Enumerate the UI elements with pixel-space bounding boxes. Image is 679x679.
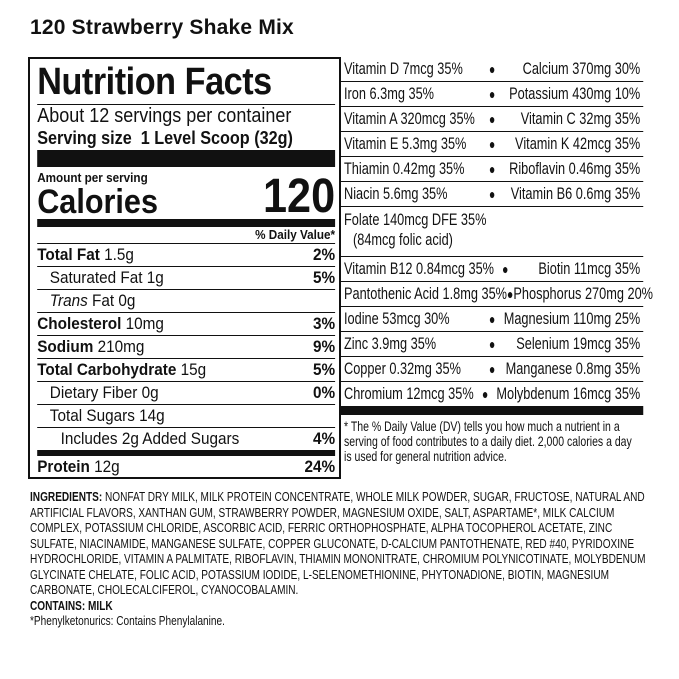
- bullet-icon: ●: [502, 261, 509, 277]
- nutrient-row: Cholesterol 10mg 3%: [37, 312, 336, 333]
- bullet-icon: ●: [488, 61, 496, 77]
- bullet-icon: ●: [488, 111, 496, 127]
- servings-per-container: About 12 servings per container: [37, 105, 292, 127]
- nutrient-row: Dietary Fiber 0g 0%: [37, 381, 335, 404]
- nutrient-row: Total Sugars 14g: [37, 404, 336, 427]
- amount-per-serving: Amount per serving: [37, 170, 148, 185]
- vitamin-row: Niacin 5.6mg 35% ● Vitamin B6 0.6mg 35%: [341, 182, 644, 207]
- divider-medium: [37, 219, 336, 227]
- vitamin-row: Zinc 3.9mg 35% ● Selenium 19mcg 35%: [341, 332, 644, 357]
- bullet-icon: ●: [488, 186, 496, 202]
- bullet-icon: ●: [488, 361, 496, 377]
- nutrient-row: Total Fat 1.5g 2%: [37, 243, 336, 264]
- vitamin-row: Chromium 12mcg 35% ● Molybdenum 16mcg 35%: [341, 382, 644, 407]
- bullet-icon: ●: [488, 336, 496, 352]
- allergen-statement: CONTAINS: MILK: [30, 598, 113, 613]
- nutrient-row: Sodium 210mg 9%: [37, 335, 336, 356]
- vitamin-row: Thiamin 0.42mg 35% ● Riboflavin 0.46mg 35%: [341, 157, 644, 182]
- vitamins-minerals-panel: Vitamin D 7mcg 35% ● Calcium 370mg 30% Iron…: [341, 57, 653, 467]
- vitamin-row: Iodine 53mcg 30% ● Magnesium 110mg 25%: [341, 307, 644, 332]
- bullet-icon: ●: [488, 311, 496, 327]
- calories-value: 120: [263, 170, 336, 223]
- vitamin-row: Iron 6.3mg 35% ● Potassium 430mg 10%: [341, 82, 644, 107]
- vitamin-row: Copper 0.32mg 35% ● Manganese 0.8mg 35%: [341, 357, 644, 382]
- divider-thick: [341, 407, 644, 415]
- vitamin-row: Vitamin E 5.3mg 35% ● Vitamin K 42mcg 35%: [341, 132, 644, 157]
- divider-thick: [37, 150, 336, 167]
- calories-row: Calories 120: [37, 170, 336, 223]
- serving-size: Serving size 1 Level Scoop (32g): [37, 128, 293, 148]
- nutrient-row: Includes 2g Added Sugars 4%: [37, 427, 335, 450]
- nutrient-row: Total Carbohydrate 15g 5%: [37, 358, 336, 379]
- daily-value-footnote: * The % Daily Value (DV) tells you how m…: [344, 418, 632, 464]
- nutrient-row: Trans Fat 0g: [37, 289, 336, 312]
- bullet-icon: ●: [507, 286, 514, 302]
- nutrition-facts-panel: Nutrition Facts About 12 servings per co…: [28, 57, 341, 479]
- vitamin-row-folate: Folate 140mcg DFE 35% (84mcg folic acid): [341, 207, 644, 257]
- nutrient-row-protein: Protein 12g 24%: [37, 450, 335, 476]
- ingredients-text: INGREDIENTS: NONFAT DRY MILK, MILK PROTE…: [30, 490, 646, 597]
- phenylketonurics-note: *Phenylketonurics: Contains Phenylalanin…: [30, 614, 225, 628]
- vitamin-row: Vitamin A 320mcg 35% ● Vitamin C 32mg 35%: [341, 107, 644, 132]
- daily-value-header: % Daily Value*: [255, 227, 336, 242]
- bullet-icon: ●: [481, 386, 489, 402]
- bullet-icon: ●: [488, 86, 496, 102]
- nutrient-row: Saturated Fat 1g 5%: [37, 266, 335, 289]
- vitamin-row: Vitamin B12 0.84mcg 35% ● Biotin 11mcg 35%: [341, 257, 644, 282]
- nutrition-facts-heading: Nutrition Facts: [37, 61, 272, 103]
- ingredients-block: INGREDIENTS: NONFAT DRY MILK, MILK PROTE…: [30, 490, 654, 630]
- product-title: 120 Strawberry Shake Mix: [30, 16, 294, 39]
- vitamin-row: Pantothenic Acid 1.8mg 35% ● Phosphorus 27…: [341, 282, 653, 307]
- bullet-icon: ●: [488, 136, 496, 152]
- vitamin-row: Vitamin D 7mcg 35% ● Calcium 370mg 30%: [341, 57, 644, 82]
- bullet-icon: ●: [488, 161, 496, 177]
